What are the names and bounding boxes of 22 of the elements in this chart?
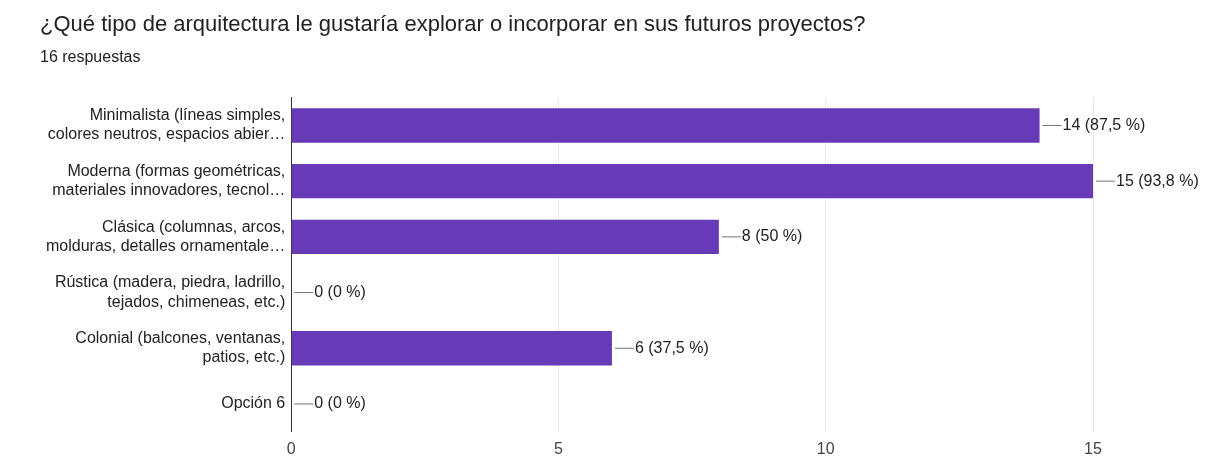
x-tick-label: 10: [816, 439, 835, 457]
data-label: 14 (87,5 %): [1062, 115, 1146, 133]
bar: [291, 108, 1040, 143]
y-tick-label: Moderna (formas geométricas, materiales innovadores, tecnol…: [52, 161, 286, 199]
y-tick-label: Rústica (madera, piedra, ladrillo, tejados, chimeneas, etc.): [54, 273, 286, 310]
y-tick-label: Clásica (columnas, arcos, molduras, detalles ornamentale…: [46, 217, 286, 254]
data-label: 8 (50 %): [741, 227, 803, 245]
data-label: 6 (37,5 %): [634, 338, 709, 356]
x-tick-label: 15: [1084, 439, 1102, 457]
y-tick-label: Minimalista (líneas simples, colores neutros, espacios abier…: [47, 106, 286, 143]
text: 16 respuestas: [40, 48, 141, 66]
x-tick-label: 0: [286, 439, 296, 457]
bar: [291, 331, 612, 366]
y-tick-label: Colonial (balcones, ventanas, patios, etc.): [75, 329, 286, 366]
data-label: 0 (0 %): [314, 282, 366, 300]
data-label: 0 (0 %): [314, 394, 366, 412]
y-tick-label: Opción 6: [221, 394, 286, 412]
bar: [291, 219, 719, 255]
data-label: 15 (93,8 %): [1116, 171, 1199, 189]
x-tick-label: 5: [554, 439, 564, 457]
chart-title: ¿Qué tipo de arquitectura le gustaría explorar o incorporar en sus futuros proyectos?: [40, 11, 866, 37]
bar: [291, 163, 1093, 199]
